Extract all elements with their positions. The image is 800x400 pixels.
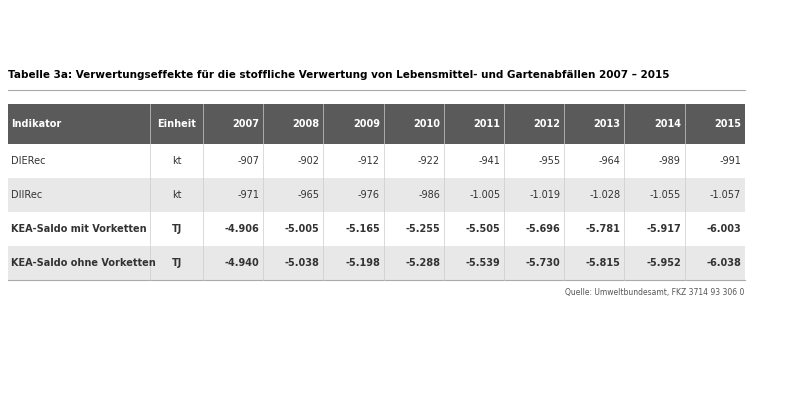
Text: 2007: 2007 bbox=[233, 119, 259, 129]
Text: -5.165: -5.165 bbox=[345, 224, 380, 234]
Text: -5.505: -5.505 bbox=[466, 224, 500, 234]
Text: 2010: 2010 bbox=[413, 119, 440, 129]
Text: 2015: 2015 bbox=[714, 119, 741, 129]
Text: -922: -922 bbox=[418, 156, 440, 166]
Text: Indikator: Indikator bbox=[11, 119, 62, 129]
Text: Quelle: Umweltbundesamt, FKZ 3714 93 306 0: Quelle: Umweltbundesamt, FKZ 3714 93 306… bbox=[566, 288, 745, 297]
Text: -1.055: -1.055 bbox=[650, 190, 681, 200]
Text: -964: -964 bbox=[598, 156, 621, 166]
Text: TJ: TJ bbox=[172, 258, 182, 268]
Text: kt: kt bbox=[172, 156, 182, 166]
Text: -5.038: -5.038 bbox=[285, 258, 320, 268]
Text: DIERec: DIERec bbox=[11, 156, 46, 166]
Text: -5.255: -5.255 bbox=[406, 224, 440, 234]
FancyBboxPatch shape bbox=[7, 246, 745, 280]
FancyBboxPatch shape bbox=[7, 178, 745, 212]
Text: 2012: 2012 bbox=[534, 119, 561, 129]
Text: 2009: 2009 bbox=[353, 119, 380, 129]
Text: TJ: TJ bbox=[172, 224, 182, 234]
Text: -986: -986 bbox=[418, 190, 440, 200]
Text: -965: -965 bbox=[298, 190, 320, 200]
Text: -5.952: -5.952 bbox=[646, 258, 681, 268]
Text: -6.038: -6.038 bbox=[706, 258, 741, 268]
Text: -5.005: -5.005 bbox=[285, 224, 320, 234]
Text: -1.028: -1.028 bbox=[590, 190, 621, 200]
Text: -1.005: -1.005 bbox=[469, 190, 500, 200]
Text: Einheit: Einheit bbox=[158, 119, 196, 129]
FancyBboxPatch shape bbox=[7, 212, 745, 246]
Text: kt: kt bbox=[172, 190, 182, 200]
Text: -1.019: -1.019 bbox=[530, 190, 561, 200]
Text: 2014: 2014 bbox=[654, 119, 681, 129]
Text: KEA-Saldo ohne Vorketten: KEA-Saldo ohne Vorketten bbox=[11, 258, 156, 268]
Text: -5.539: -5.539 bbox=[466, 258, 500, 268]
Text: 2008: 2008 bbox=[293, 119, 320, 129]
Text: -991: -991 bbox=[719, 156, 741, 166]
Text: -941: -941 bbox=[478, 156, 500, 166]
Text: -912: -912 bbox=[358, 156, 380, 166]
Text: -5.730: -5.730 bbox=[526, 258, 561, 268]
Text: -5.781: -5.781 bbox=[586, 224, 621, 234]
Text: -989: -989 bbox=[659, 156, 681, 166]
Text: -907: -907 bbox=[238, 156, 259, 166]
Text: -5.917: -5.917 bbox=[646, 224, 681, 234]
FancyBboxPatch shape bbox=[7, 104, 745, 144]
Text: 2011: 2011 bbox=[474, 119, 500, 129]
Text: -955: -955 bbox=[538, 156, 561, 166]
Text: -1.057: -1.057 bbox=[710, 190, 741, 200]
Text: DIIRec: DIIRec bbox=[11, 190, 42, 200]
Text: 2013: 2013 bbox=[594, 119, 621, 129]
Text: -902: -902 bbox=[298, 156, 320, 166]
Text: -5.288: -5.288 bbox=[405, 258, 440, 268]
Text: KEA-Saldo mit Vorketten: KEA-Saldo mit Vorketten bbox=[11, 224, 147, 234]
Text: -5.815: -5.815 bbox=[586, 258, 621, 268]
Text: -4.940: -4.940 bbox=[225, 258, 259, 268]
Text: -5.198: -5.198 bbox=[345, 258, 380, 268]
Text: -6.003: -6.003 bbox=[706, 224, 741, 234]
Text: -5.696: -5.696 bbox=[526, 224, 561, 234]
Text: -976: -976 bbox=[358, 190, 380, 200]
FancyBboxPatch shape bbox=[7, 144, 745, 178]
Text: -971: -971 bbox=[238, 190, 259, 200]
Text: -4.906: -4.906 bbox=[225, 224, 259, 234]
Text: Tabelle 3a: Verwertungseffekte für die stoffliche Verwertung von Lebensmittel- u: Tabelle 3a: Verwertungseffekte für die s… bbox=[7, 70, 669, 80]
